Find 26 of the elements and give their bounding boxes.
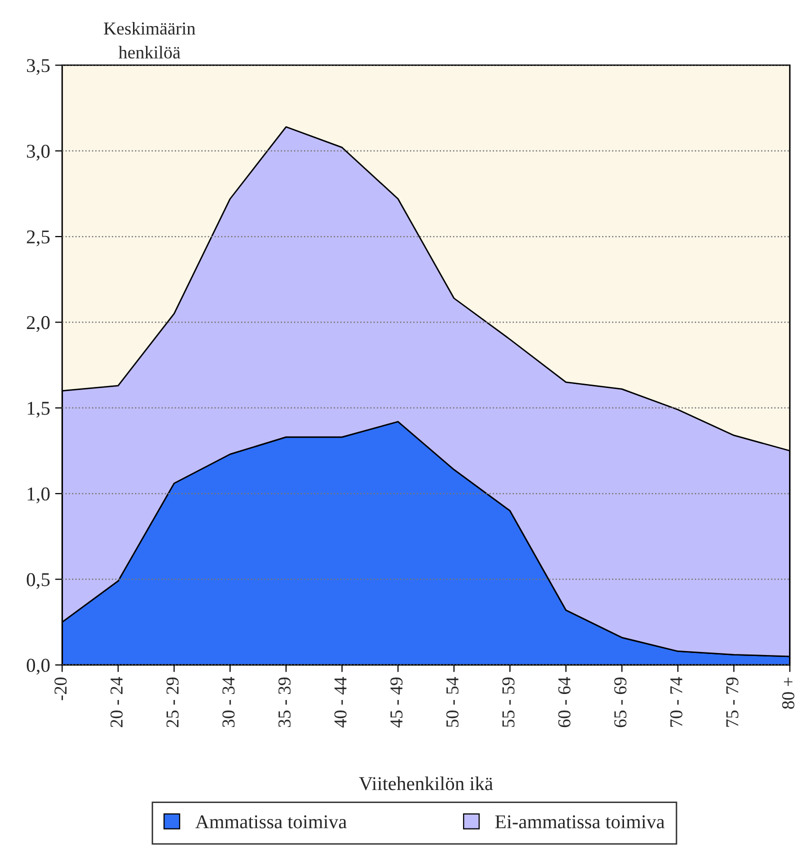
y-tick-label: 0,5	[26, 573, 50, 590]
y-axis-title: Keskimäärin henkilöä	[104, 22, 196, 59]
y-tick-label: 2,5	[26, 230, 50, 246]
y-tick-label: 3,5	[26, 59, 50, 75]
x-tick-label: 25 - 29	[166, 677, 179, 728]
x-tick-label: 70 - 74	[670, 677, 682, 727]
legend-label: Ammatissa toimiva	[195, 815, 347, 828]
x-tick-label: 45 - 49	[390, 677, 403, 728]
y-tick-label: 3,0	[26, 144, 50, 161]
x-tick-label: 30 - 34	[222, 677, 235, 728]
x-tick-label: 75 - 79	[726, 677, 738, 727]
y-tick-label: 1,5	[28, 402, 50, 418]
x-tick-label: -20	[54, 677, 67, 700]
x-tick-label: 50 - 54	[446, 677, 459, 727]
x-tick-label: 65 - 69	[614, 677, 626, 728]
y-tick-label: 1,0	[28, 487, 50, 504]
legend-label: Ei-ammatissa toimiva	[495, 815, 665, 828]
x-tick-label: 40 - 44	[334, 677, 347, 728]
y-tick-label: 0,0	[26, 658, 50, 675]
x-tick-label: 60 - 64	[558, 677, 570, 728]
x-tick-label: 35 - 39	[278, 677, 291, 728]
x-tick-label: 80 +	[782, 678, 794, 709]
x-tick-label: 55 - 59	[502, 677, 514, 727]
y-tick-label: 2,0	[26, 316, 50, 332]
x-axis-title: Viitehenkilön ikä	[359, 776, 493, 790]
x-tick-label: 20 - 24	[110, 677, 123, 728]
